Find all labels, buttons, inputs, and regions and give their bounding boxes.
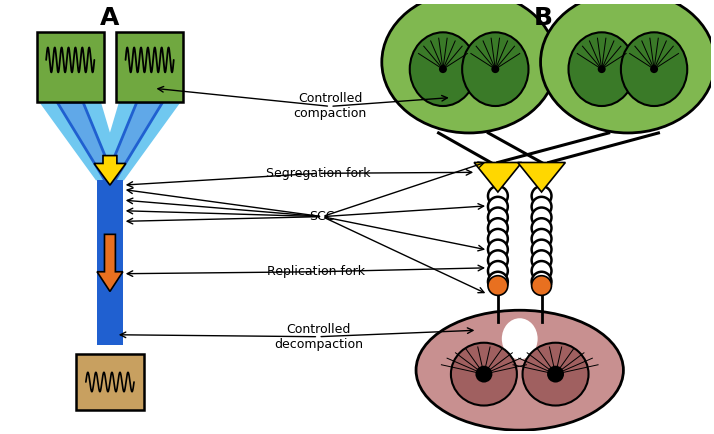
- Circle shape: [532, 186, 551, 206]
- Text: Controlled
decompaction: Controlled decompaction: [273, 323, 363, 351]
- Polygon shape: [474, 162, 522, 192]
- FancyBboxPatch shape: [36, 32, 104, 102]
- Circle shape: [488, 197, 508, 217]
- Polygon shape: [39, 102, 105, 180]
- Polygon shape: [83, 102, 124, 180]
- Text: SCC: SCC: [310, 210, 335, 223]
- Circle shape: [488, 186, 508, 206]
- Circle shape: [488, 250, 508, 270]
- Ellipse shape: [382, 0, 556, 133]
- Circle shape: [532, 272, 551, 292]
- Circle shape: [439, 65, 447, 73]
- Polygon shape: [105, 102, 163, 180]
- Circle shape: [547, 366, 564, 382]
- Polygon shape: [96, 102, 136, 180]
- Circle shape: [476, 366, 493, 382]
- Circle shape: [488, 240, 508, 260]
- Circle shape: [532, 240, 551, 260]
- Circle shape: [532, 207, 551, 227]
- Text: Segregation fork: Segregation fork: [266, 167, 371, 180]
- Ellipse shape: [410, 32, 476, 106]
- Ellipse shape: [568, 32, 635, 106]
- FancyBboxPatch shape: [76, 355, 144, 410]
- Circle shape: [598, 65, 605, 73]
- Ellipse shape: [523, 343, 588, 405]
- FancyBboxPatch shape: [97, 180, 123, 345]
- Circle shape: [488, 276, 508, 296]
- Circle shape: [488, 229, 508, 249]
- Ellipse shape: [462, 32, 528, 106]
- Circle shape: [488, 218, 508, 238]
- Polygon shape: [115, 102, 181, 180]
- Circle shape: [532, 261, 551, 281]
- Text: B: B: [534, 6, 553, 30]
- Polygon shape: [518, 162, 565, 192]
- Circle shape: [532, 250, 551, 270]
- FancyArrow shape: [97, 234, 123, 292]
- Polygon shape: [57, 102, 115, 180]
- Circle shape: [532, 197, 551, 217]
- FancyArrow shape: [94, 156, 126, 185]
- Ellipse shape: [502, 318, 538, 359]
- Ellipse shape: [451, 343, 517, 405]
- Text: Replication fork: Replication fork: [267, 265, 366, 278]
- Ellipse shape: [540, 0, 714, 133]
- Circle shape: [532, 276, 551, 296]
- Text: A: A: [100, 6, 120, 30]
- Text: Controlled
compaction: Controlled compaction: [293, 92, 367, 120]
- Ellipse shape: [621, 32, 688, 106]
- Circle shape: [488, 207, 508, 227]
- Ellipse shape: [416, 310, 623, 430]
- Circle shape: [532, 229, 551, 249]
- Circle shape: [650, 65, 658, 73]
- FancyBboxPatch shape: [116, 32, 183, 102]
- Circle shape: [532, 218, 551, 238]
- Circle shape: [491, 65, 499, 73]
- Circle shape: [488, 261, 508, 281]
- Circle shape: [488, 272, 508, 292]
